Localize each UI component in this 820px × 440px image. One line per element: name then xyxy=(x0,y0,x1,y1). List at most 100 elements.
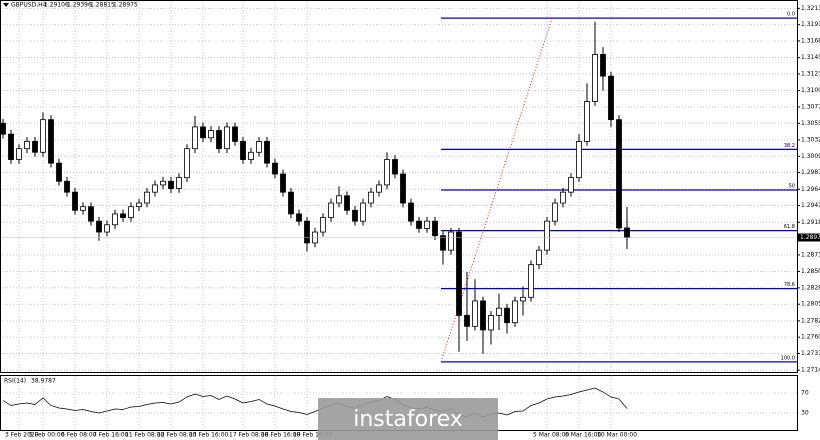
candle-body xyxy=(88,206,94,222)
candle-body xyxy=(456,231,462,316)
candle-body xyxy=(160,180,166,186)
y-tick-label: 1.30095 xyxy=(801,153,820,160)
fib-label: 50 xyxy=(789,183,795,189)
candle-body xyxy=(576,141,582,179)
rsi-name: RSI(14) xyxy=(4,378,26,385)
x-tick-label: 5 Feb 00:00 xyxy=(29,432,65,439)
rsi-last: 38.9787 xyxy=(31,378,56,385)
y-tick-label: 1.30320 xyxy=(801,136,820,143)
candle-body xyxy=(608,75,614,121)
candle-body xyxy=(584,101,590,142)
fib-label: 38.2 xyxy=(784,143,795,149)
fib-label: 0.0 xyxy=(787,12,795,18)
candle-body xyxy=(72,191,78,211)
candle-body xyxy=(256,141,262,153)
candle-body xyxy=(128,206,134,218)
header-close: 1.28975 xyxy=(113,2,138,9)
candle-body xyxy=(0,122,6,135)
y-tick-label: 1.27375 xyxy=(801,350,820,357)
candle-body xyxy=(504,307,510,324)
candle-body xyxy=(248,151,254,160)
candle-body xyxy=(192,126,198,150)
candle-body xyxy=(560,191,566,204)
candle-body xyxy=(168,180,174,189)
candle-body xyxy=(280,173,286,193)
candle-body xyxy=(520,296,526,302)
rsi-tick-label: 70 xyxy=(801,390,809,397)
symbol-icon xyxy=(3,3,9,7)
y-tick-label: 1.32135 xyxy=(801,5,820,12)
x-tick-label: 5 Mar 08:00 xyxy=(533,432,569,439)
candle-body xyxy=(56,162,62,182)
candle-body xyxy=(320,217,326,233)
candle-body xyxy=(304,220,310,244)
fib-label: 100.0 xyxy=(781,355,795,361)
y-tick-label: 1.27145 xyxy=(801,367,820,374)
candle-body xyxy=(488,315,494,331)
x-tick-label: 3 Feb 2020 xyxy=(5,432,39,439)
header-open: 1.29106 xyxy=(44,2,69,9)
candle-body xyxy=(184,148,190,179)
candle-body xyxy=(400,173,406,204)
candle-body xyxy=(296,213,302,222)
candle-body xyxy=(472,300,478,327)
candle-body xyxy=(528,264,534,298)
y-tick-label: 1.30775 xyxy=(801,103,820,110)
candle-body xyxy=(408,202,414,222)
watermark: instaforex xyxy=(353,407,463,432)
fib-label: 61.8 xyxy=(784,224,795,230)
candle-body xyxy=(48,119,54,164)
x-tick-label: 11 Feb 08:00 xyxy=(125,432,165,439)
fib-label: 78.6 xyxy=(784,282,795,288)
candle-body xyxy=(272,162,278,175)
candle-body xyxy=(448,231,454,251)
candle-body xyxy=(376,184,382,193)
candle-body xyxy=(552,202,558,222)
candle-body xyxy=(24,141,30,150)
x-tick-label: 19 Feb 16:00 xyxy=(293,432,333,439)
candle-body xyxy=(96,220,102,233)
y-tick-label: 1.28735 xyxy=(801,251,820,258)
x-tick-label: 6 Mar 16:00 xyxy=(565,432,601,439)
y-tick-label: 1.31000 xyxy=(801,87,820,94)
candle-body xyxy=(264,141,270,164)
candle-body xyxy=(288,191,294,215)
candle-body xyxy=(424,220,430,229)
candle-body xyxy=(136,202,142,208)
candle-body xyxy=(624,227,630,238)
candle-body xyxy=(440,235,446,251)
y-tick-label: 1.31230 xyxy=(801,70,820,77)
header-low: 1.28815 xyxy=(90,2,115,9)
layer xyxy=(1,1,797,430)
header-high: 1.29396 xyxy=(67,2,92,9)
y-tick-label: 1.29415 xyxy=(801,202,820,209)
candle-body xyxy=(208,130,214,139)
candle-body xyxy=(176,177,182,189)
candle-body xyxy=(544,220,550,251)
candle-body xyxy=(104,224,110,233)
y-tick-label: 1.30550 xyxy=(801,120,820,127)
candle-body xyxy=(112,213,118,226)
candle-body xyxy=(432,220,438,237)
x-tick-label: 10 Mar 00:00 xyxy=(597,432,637,439)
candle-body xyxy=(232,126,238,142)
y-tick-label: 1.29870 xyxy=(801,169,820,176)
y-tick-label: 1.27600 xyxy=(801,334,820,341)
candle-body xyxy=(144,191,150,204)
candle-body xyxy=(568,177,574,193)
candle-body xyxy=(592,53,598,102)
candle-body xyxy=(464,315,470,327)
candle-body xyxy=(352,209,358,222)
candle-body xyxy=(152,184,158,193)
candle-body xyxy=(8,133,14,160)
candle-body xyxy=(360,202,366,222)
x-tick-label: 18 Feb 16:00 xyxy=(261,432,301,439)
candle-body xyxy=(416,220,422,229)
candle-body xyxy=(64,180,70,193)
rsi-line xyxy=(2,387,628,418)
candle-body xyxy=(328,202,334,218)
candle-body xyxy=(336,195,342,204)
candle-body xyxy=(480,300,486,331)
y-tick-label: 1.28055 xyxy=(801,301,820,308)
